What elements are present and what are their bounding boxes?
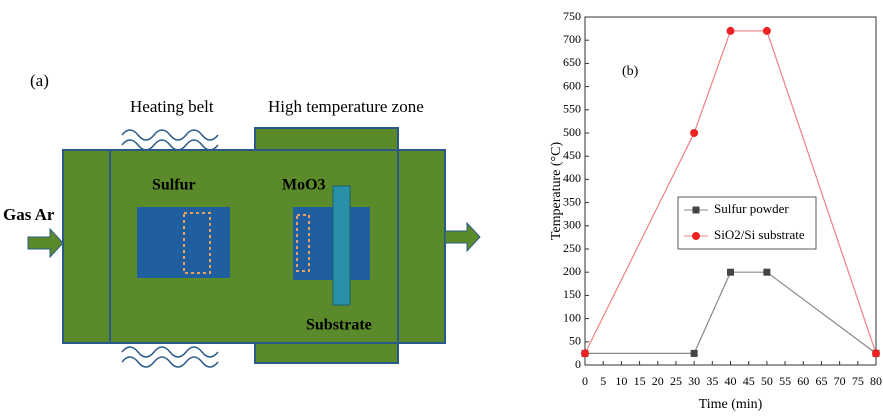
panel-label: (a): [30, 71, 49, 90]
x-tick-label: 80: [870, 374, 882, 388]
series-line: [584, 30, 877, 354]
x-tick-label: 5: [600, 374, 606, 388]
x-axis-label: Time (min): [699, 397, 763, 412]
y-tick-label: 200: [563, 264, 581, 278]
sulfur-boat: [137, 207, 230, 278]
x-tick-label: 65: [815, 374, 827, 388]
x-tick-label: 20: [652, 374, 664, 388]
marker: [763, 268, 771, 276]
y-tick-label: 150: [563, 287, 581, 301]
x-tick-label: 25: [670, 374, 682, 388]
x-tick-label: 10: [615, 374, 627, 388]
y-tick-label: 450: [563, 148, 581, 162]
y-tick-label: 650: [563, 55, 581, 69]
marker: [872, 349, 880, 358]
sulfur-powder: [183, 212, 211, 274]
y-tick-label: 250: [563, 241, 581, 255]
furnace-top: [254, 127, 399, 151]
y-tick-label: 500: [563, 125, 581, 139]
x-tick-label: 55: [779, 374, 791, 388]
label: Substrate: [306, 317, 372, 334]
y-tick-label: 750: [563, 9, 581, 23]
y-tick-label: 100: [563, 310, 581, 324]
x-tick-label: 15: [634, 374, 646, 388]
y-tick-label: 350: [563, 194, 581, 208]
y-tick-label: 400: [563, 171, 581, 185]
diagram: (a) Heating belt High temperature zone S…: [3, 71, 481, 368]
y-tick-label: 50: [569, 334, 581, 348]
marker: [727, 268, 734, 276]
marker: [581, 349, 589, 358]
x-tick-label: 75: [852, 374, 864, 388]
label: MoO3: [282, 177, 326, 194]
y-axis-label: Temperature (°C): [549, 142, 564, 241]
heating-belt: [121, 129, 219, 151]
chart-title: (b): [622, 64, 639, 79]
y-tick-label: 600: [563, 78, 581, 92]
tube: [62, 149, 446, 344]
y-tick-label: 0: [575, 357, 581, 371]
x-tick-label: 0: [582, 374, 588, 388]
legend-box: [677, 196, 817, 250]
x-tick-label: 30: [688, 374, 700, 388]
y-tick-label: 550: [563, 102, 581, 116]
marker: [762, 26, 771, 35]
legend-label: SiO2/Si substrate: [714, 227, 805, 242]
label: Gas Ar: [3, 205, 55, 224]
arrow-in: [27, 227, 64, 259]
marker: [690, 349, 698, 357]
substrate: [332, 185, 351, 306]
arrow-out: [444, 221, 481, 253]
label: Sulfur: [152, 177, 196, 194]
x-tick-label: 70: [834, 374, 846, 388]
label: High temperature zone: [268, 97, 424, 116]
x-tick-label: 35: [706, 374, 718, 388]
heating-belt: [121, 346, 219, 368]
series-line: [585, 271, 877, 354]
x-tick-label: 45: [743, 374, 755, 388]
y-tick-label: 300: [563, 218, 581, 232]
furnace-bottom: [254, 342, 399, 364]
moo3-boat: [293, 207, 370, 280]
chart: 0501001502002503003504004505005506006507…: [549, 9, 882, 412]
marker: [690, 129, 699, 137]
marker: [726, 26, 735, 35]
moo3-powder: [296, 214, 310, 272]
y-tick-label: 700: [563, 32, 581, 46]
x-tick-label: 50: [761, 374, 773, 388]
marker: [692, 206, 700, 214]
marker: [692, 232, 700, 240]
label: Heating belt: [130, 97, 214, 116]
legend-label: Sulfur powder: [714, 201, 789, 216]
x-tick-label: 60: [797, 374, 809, 388]
x-tick-label: 40: [725, 374, 737, 388]
